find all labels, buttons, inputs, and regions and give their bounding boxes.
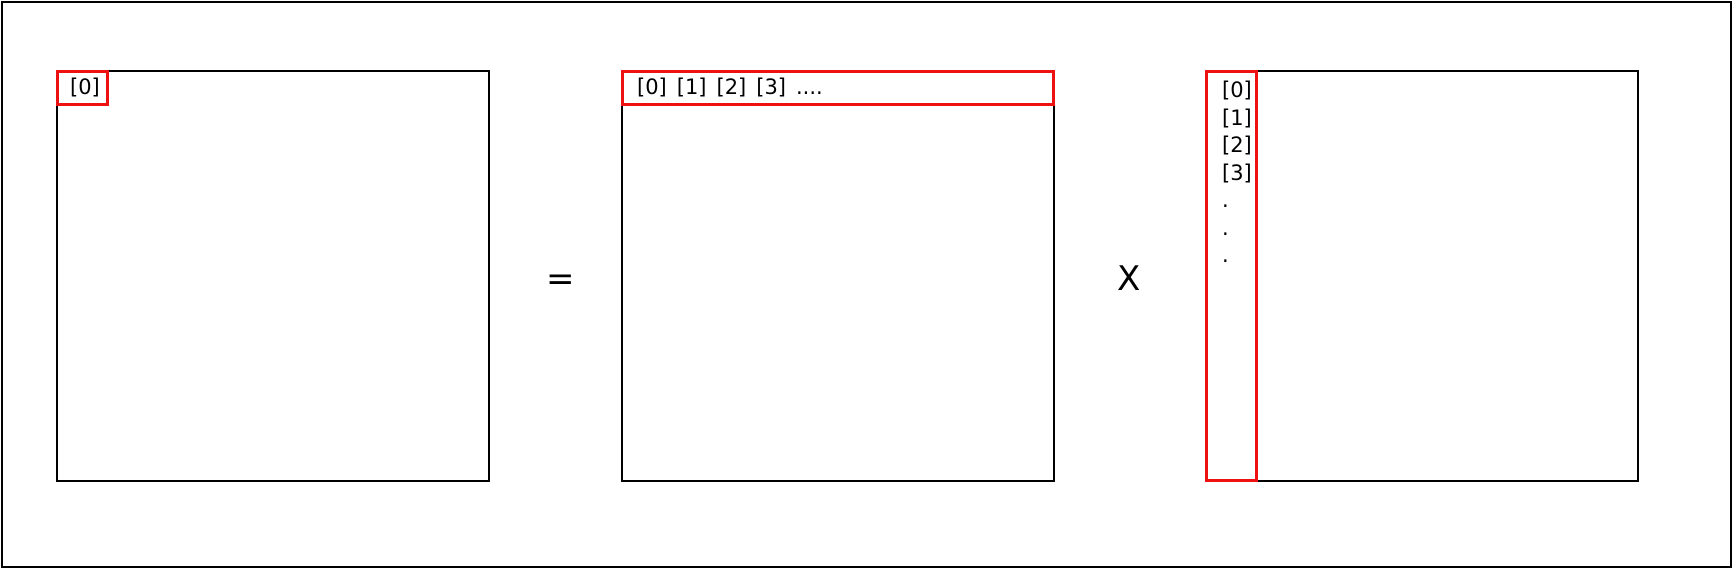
column-index-dot: . bbox=[1222, 215, 1229, 240]
first-column-highlight bbox=[1205, 70, 1258, 482]
equals-sign: = bbox=[546, 259, 575, 299]
result-matrix: [0] bbox=[56, 70, 490, 482]
times-sign: X bbox=[1117, 259, 1141, 299]
row-index-3: [3] bbox=[756, 75, 786, 99]
row-index-0: [0] bbox=[637, 75, 667, 99]
column-index-2: [2] bbox=[1222, 133, 1252, 157]
result-element-label: [0] bbox=[70, 75, 100, 99]
column-index-dot: . bbox=[1222, 188, 1229, 212]
row-index-1: [1] bbox=[676, 75, 707, 99]
row-index-ellipsis: .... bbox=[796, 75, 823, 99]
right-operand-matrix: [0] [1] [2] [3] . . . bbox=[1205, 70, 1639, 482]
row-index-2: [2] bbox=[716, 75, 747, 99]
first-row-highlight bbox=[621, 70, 1055, 106]
column-index-1: [1] bbox=[1222, 105, 1252, 130]
column-index-0: [0] bbox=[1222, 78, 1252, 102]
column-index-labels: [0] [1] [2] [3] . . . bbox=[1222, 80, 1252, 273]
row-index-labels: [0] [1] [2] [3] .... bbox=[637, 77, 823, 98]
result-element-highlight bbox=[56, 70, 109, 106]
column-index-3: [3] bbox=[1222, 160, 1252, 185]
left-operand-matrix: [0] [1] [2] [3] .... bbox=[621, 70, 1055, 482]
column-index-dot: . bbox=[1222, 243, 1229, 267]
